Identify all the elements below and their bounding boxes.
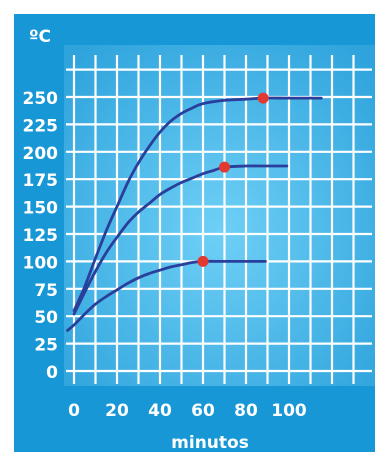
x-tick-label: 80 <box>234 401 258 421</box>
y-tick-label: 175 <box>23 171 59 191</box>
y-tick-label: 25 <box>34 336 58 356</box>
series-marker-3 <box>197 255 209 267</box>
x-tick-label: 40 <box>148 401 172 421</box>
series-line-3 <box>66 259 267 332</box>
x-tick-label: 0 <box>68 401 80 421</box>
y-tick-label: 100 <box>23 253 59 273</box>
x-tick-labels: 0 20 40 60 80 100 <box>68 401 307 421</box>
y-tick-label: 0 <box>46 363 58 383</box>
y-tick-label: 150 <box>23 199 59 219</box>
series-marker-2 <box>219 161 230 173</box>
y-axis-label: ºC <box>29 27 51 47</box>
y-tick-label: 50 <box>34 308 58 328</box>
y-tick-labels: 0 25 50 75 100 125 150 175 200 225 250 <box>23 89 59 383</box>
y-tick-label: 125 <box>23 226 59 246</box>
y-tick-label: 75 <box>34 281 58 301</box>
markers-group <box>197 92 269 267</box>
y-tick-label: 200 <box>23 144 59 164</box>
x-tick-label: 100 <box>271 401 307 421</box>
series-line-1 <box>72 96 323 313</box>
series-marker-1 <box>257 92 269 104</box>
x-tick-label: 60 <box>191 401 215 421</box>
x-tick-label: 20 <box>105 401 129 421</box>
x-axis-label: minutos <box>171 433 249 452</box>
y-tick-label: 250 <box>23 89 59 109</box>
y-tick-label: 225 <box>23 116 59 136</box>
